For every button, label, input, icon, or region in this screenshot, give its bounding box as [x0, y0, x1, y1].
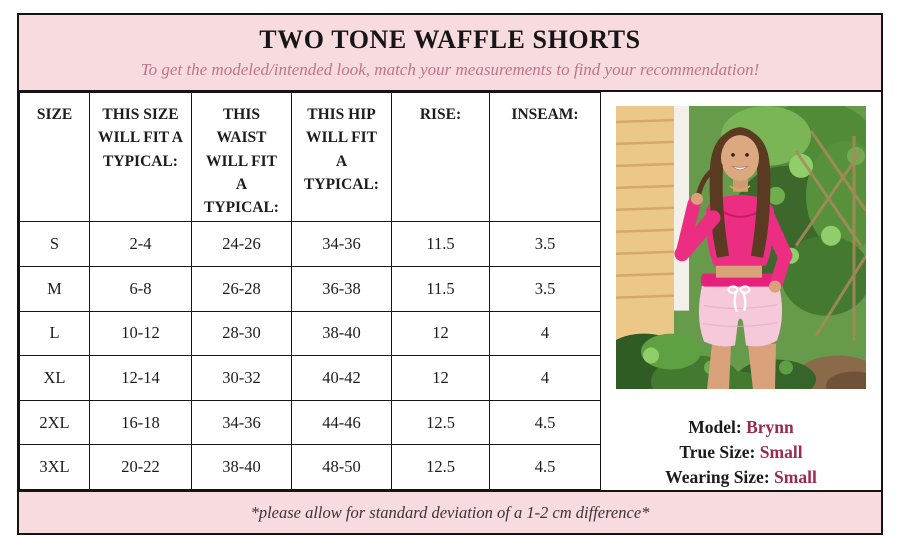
header-subtitle: To get the modeled/intended look, match … [140, 59, 760, 79]
content-body: SIZE THIS SIZE WILL FIT A TYPICAL: THIS WA… [19, 91, 881, 490]
value-cell: 12 [391, 310, 490, 357]
value-cell: 28-30 [191, 310, 292, 357]
size-cell: 3XL [19, 444, 90, 490]
table-row: 2XL 16-18 34-36 44-46 12.5 4.5 [19, 399, 601, 446]
size-cell: 2XL [19, 399, 90, 446]
model-info-label: Wearing Size: [665, 467, 770, 488]
value-cell: 20-22 [89, 444, 192, 490]
value-cell: 12 [391, 355, 490, 401]
table-row: M 6-8 26-28 36-38 11.5 3.5 [19, 265, 601, 312]
value-cell: 48-50 [291, 444, 392, 490]
model-info-line: True Size: Small [665, 440, 817, 465]
value-cell: 34-36 [191, 399, 292, 446]
size-cell: M [19, 265, 90, 312]
model-info-label: Model: [688, 417, 742, 438]
value-cell: 38-40 [291, 310, 392, 357]
table-row: S 2-4 24-26 34-36 11.5 3.5 [19, 221, 601, 267]
model-photo [616, 106, 866, 390]
value-cell: 3.5 [489, 221, 601, 267]
footer-banner: *please allow for standard deviation of … [19, 490, 881, 533]
size-cell: L [19, 310, 90, 357]
value-cell: 36-38 [291, 265, 392, 312]
footer-note: *please allow for standard deviation of … [250, 502, 650, 522]
value-cell: 11.5 [391, 221, 490, 267]
value-cell: 4.5 [489, 444, 601, 490]
value-cell: 10-12 [89, 310, 192, 357]
value-cell: 4.5 [489, 399, 601, 446]
value-cell: 6-8 [89, 265, 192, 312]
value-cell: 11.5 [391, 265, 490, 312]
header-banner: TWO TONE WAFFLE SHORTS To get the modele… [19, 15, 881, 92]
value-cell: 38-40 [191, 444, 292, 490]
column-header: INSEAM: [489, 91, 601, 223]
column-header: THIS WAIST WILL FIT A TYPICAL: [191, 91, 292, 223]
value-cell: 3.5 [489, 265, 601, 312]
value-cell: 34-36 [291, 221, 392, 267]
value-cell: 12.5 [391, 444, 490, 490]
model-info-line: Wearing Size: Small [665, 465, 817, 490]
column-header: THIS HIP WILL FIT A TYPICAL: [291, 91, 392, 223]
chart-frame: TWO TONE WAFFLE SHORTS To get the modele… [17, 13, 883, 535]
size-table: SIZE THIS SIZE WILL FIT A TYPICAL: THIS WA… [19, 91, 601, 490]
table-row: XL 12-14 30-32 40-42 12 4 [19, 355, 601, 401]
column-header: RISE: [391, 91, 490, 223]
table-row: 3XL 20-22 38-40 48-50 12.5 4.5 [19, 444, 601, 490]
value-cell: 26-28 [191, 265, 292, 312]
table-header-row: SIZE THIS SIZE WILL FIT A TYPICAL: THIS WA… [19, 91, 601, 223]
model-info-label: True Size: [679, 442, 756, 463]
model-info-value: Small [774, 467, 817, 488]
model-info-value: Small [759, 442, 803, 463]
size-cell: XL [19, 355, 90, 401]
value-cell: 12.5 [391, 399, 490, 446]
column-header: SIZE [19, 91, 90, 223]
model-info-line: Model: Brynn [665, 415, 817, 440]
size-cell: S [19, 221, 90, 267]
model-info-value: Brynn [746, 417, 794, 438]
value-cell: 4 [489, 310, 601, 357]
value-cell: 44-46 [291, 399, 392, 446]
value-cell: 4 [489, 355, 601, 401]
value-cell: 16-18 [89, 399, 192, 446]
value-cell: 2-4 [89, 221, 192, 267]
value-cell: 30-32 [191, 355, 292, 401]
column-header: THIS SIZE WILL FIT A TYPICAL: [89, 91, 192, 223]
value-cell: 40-42 [291, 355, 392, 401]
table-row: L 10-12 28-30 38-40 12 4 [19, 310, 601, 357]
model-photo-illustration [616, 106, 866, 390]
page-title: TWO TONE WAFFLE SHORTS [259, 25, 641, 54]
model-info: Model: Brynn True Size: Small Wearing Size… [665, 415, 817, 490]
value-cell: 24-26 [191, 221, 292, 267]
value-cell: 12-14 [89, 355, 192, 401]
model-panel: Model: Brynn True Size: Small Wearing Size… [601, 92, 881, 490]
